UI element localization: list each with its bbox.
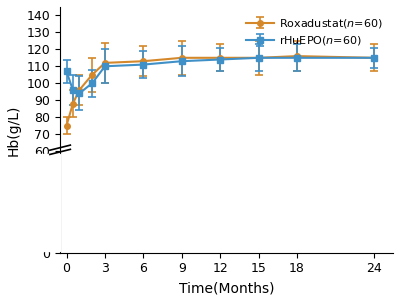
Bar: [34, 154, 60, 251]
Y-axis label: Hb(g/L): Hb(g/L): [7, 104, 21, 156]
X-axis label: Time(Months): Time(Months): [179, 281, 274, 295]
Legend: Roxadustat($n$=60), rHuEPO($n$=60): Roxadustat($n$=60), rHuEPO($n$=60): [242, 12, 388, 52]
